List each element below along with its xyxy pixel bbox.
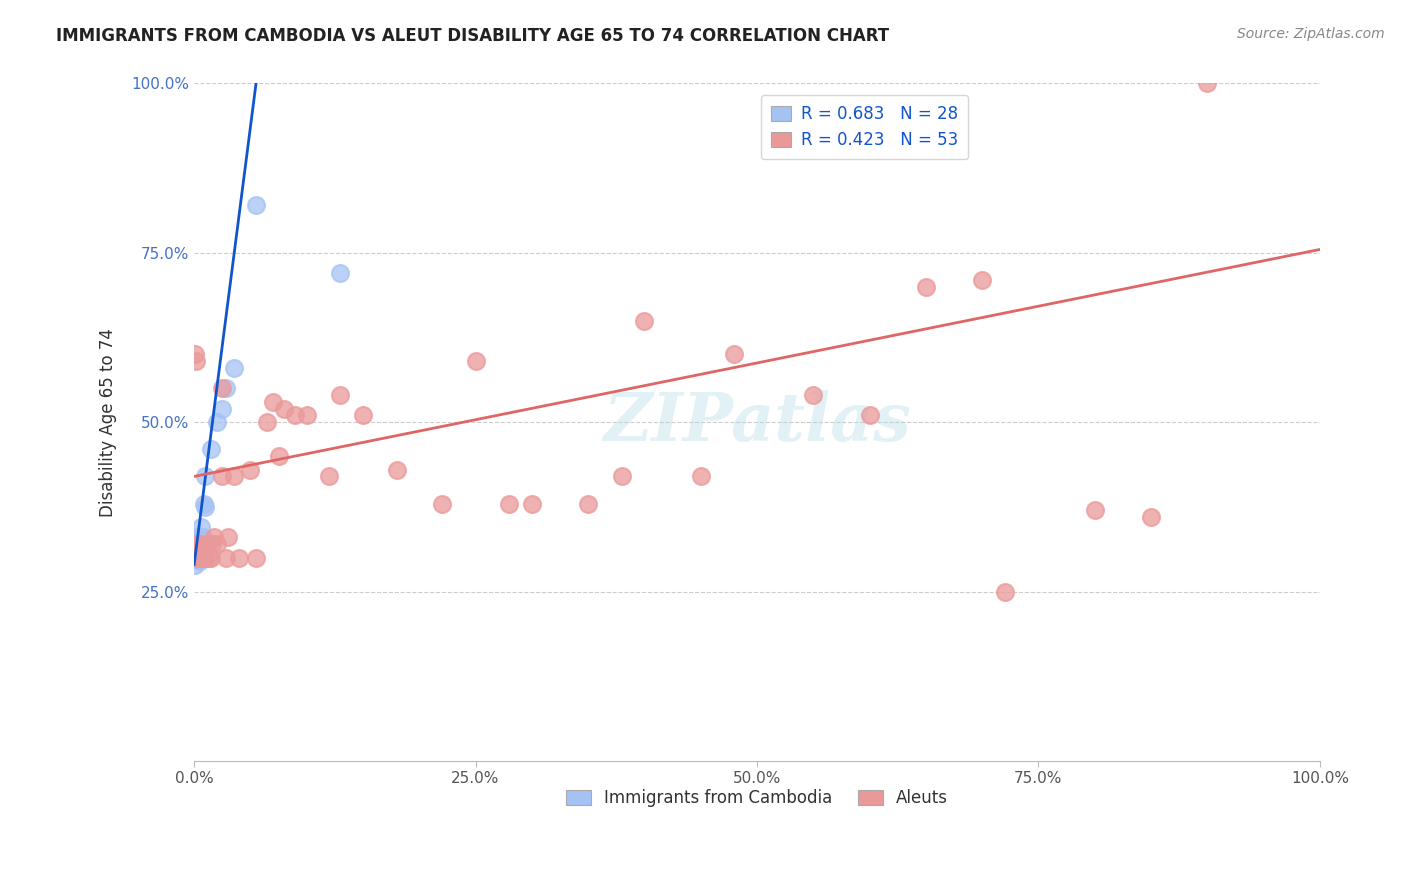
Point bbox=[194, 469, 217, 483]
Point bbox=[723, 347, 745, 361]
Point bbox=[245, 550, 267, 565]
Point bbox=[197, 537, 219, 551]
Point bbox=[610, 469, 633, 483]
Point bbox=[191, 550, 214, 565]
Point bbox=[190, 548, 212, 562]
Point bbox=[689, 469, 711, 483]
Point bbox=[193, 497, 215, 511]
Point bbox=[1140, 510, 1163, 524]
Point bbox=[430, 497, 453, 511]
Point bbox=[464, 354, 486, 368]
Point bbox=[858, 409, 880, 423]
Point bbox=[329, 266, 352, 280]
Point bbox=[222, 361, 245, 376]
Point bbox=[205, 537, 228, 551]
Point bbox=[972, 273, 994, 287]
Point bbox=[318, 469, 340, 483]
Point bbox=[576, 497, 599, 511]
Point bbox=[245, 198, 267, 212]
Point bbox=[217, 531, 239, 545]
Point bbox=[190, 537, 212, 551]
Point bbox=[214, 550, 236, 565]
Point bbox=[801, 388, 824, 402]
Legend: Immigrants from Cambodia, Aleuts: Immigrants from Cambodia, Aleuts bbox=[560, 782, 955, 814]
Y-axis label: Disability Age 65 to 74: Disability Age 65 to 74 bbox=[100, 328, 117, 516]
Point bbox=[222, 469, 245, 483]
Text: ZIPatlas: ZIPatlas bbox=[603, 390, 911, 455]
Point bbox=[186, 550, 208, 565]
Point bbox=[188, 537, 211, 551]
Point bbox=[385, 463, 408, 477]
Point bbox=[633, 313, 655, 327]
Point bbox=[191, 533, 214, 548]
Point bbox=[273, 401, 295, 416]
Text: Source: ZipAtlas.com: Source: ZipAtlas.com bbox=[1237, 27, 1385, 41]
Point bbox=[202, 531, 225, 545]
Point bbox=[186, 541, 208, 555]
Point bbox=[194, 500, 217, 514]
Point bbox=[267, 449, 290, 463]
Point bbox=[211, 381, 233, 395]
Point bbox=[228, 550, 250, 565]
Point bbox=[295, 409, 318, 423]
Point bbox=[187, 550, 209, 565]
Point bbox=[186, 354, 208, 368]
Point bbox=[352, 409, 374, 423]
Point bbox=[1084, 503, 1107, 517]
Point bbox=[262, 395, 284, 409]
Point bbox=[187, 541, 209, 555]
Point bbox=[191, 531, 214, 545]
Point bbox=[184, 347, 207, 361]
Point bbox=[211, 401, 233, 416]
Point bbox=[201, 537, 224, 551]
Point bbox=[188, 548, 211, 562]
Point bbox=[187, 537, 209, 551]
Point bbox=[214, 381, 236, 395]
Point bbox=[191, 541, 214, 555]
Point bbox=[284, 409, 307, 423]
Point bbox=[914, 279, 936, 293]
Point bbox=[205, 415, 228, 429]
Point bbox=[187, 531, 209, 545]
Point bbox=[520, 497, 543, 511]
Point bbox=[200, 442, 222, 457]
Point bbox=[193, 550, 215, 565]
Point bbox=[239, 463, 262, 477]
Point bbox=[184, 558, 207, 572]
Point bbox=[190, 550, 212, 565]
Point bbox=[188, 550, 211, 565]
Point bbox=[994, 584, 1017, 599]
Point bbox=[200, 550, 222, 565]
Point bbox=[329, 388, 352, 402]
Point bbox=[498, 497, 520, 511]
Point bbox=[191, 544, 214, 558]
Point bbox=[1197, 77, 1219, 91]
Point bbox=[188, 537, 211, 551]
Point bbox=[191, 541, 214, 555]
Point bbox=[186, 531, 208, 545]
Point bbox=[194, 550, 217, 565]
Point bbox=[184, 537, 207, 551]
Point bbox=[186, 550, 208, 565]
Point bbox=[186, 544, 208, 558]
Point bbox=[190, 520, 212, 534]
Point bbox=[188, 554, 211, 568]
Text: IMMIGRANTS FROM CAMBODIA VS ALEUT DISABILITY AGE 65 TO 74 CORRELATION CHART: IMMIGRANTS FROM CAMBODIA VS ALEUT DISABI… bbox=[56, 27, 890, 45]
Point bbox=[256, 415, 278, 429]
Point bbox=[197, 550, 219, 565]
Point bbox=[211, 469, 233, 483]
